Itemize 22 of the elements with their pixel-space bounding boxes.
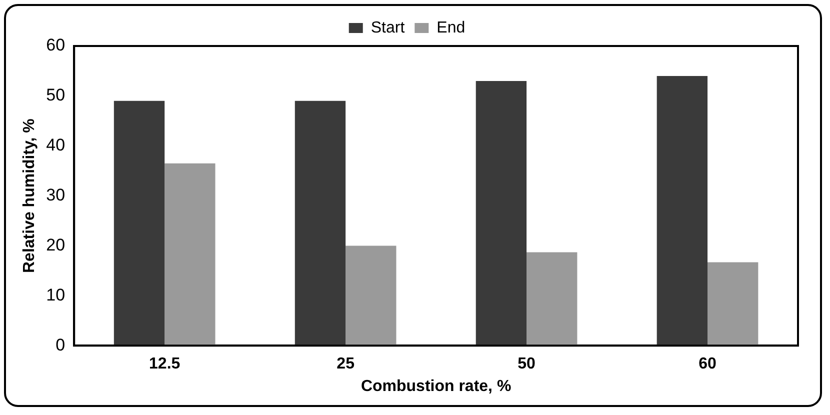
x-tick-label: 25: [336, 356, 355, 373]
bar: [476, 80, 527, 346]
y-tick-label: 20: [46, 235, 66, 254]
y-tick-label: 40: [46, 136, 66, 155]
y-tick-label: 10: [46, 285, 66, 304]
x-tick-label: 12.5: [149, 356, 180, 373]
x-tick-label: 50: [518, 356, 536, 373]
x-tick-label: 60: [698, 356, 717, 373]
bar: [708, 262, 758, 346]
y-tick-label: 60: [46, 36, 66, 55]
legend-label: End: [436, 19, 466, 36]
bar: [294, 100, 346, 346]
bar: [346, 246, 396, 346]
bar: [114, 100, 165, 346]
bar: [526, 252, 578, 346]
bar: [656, 76, 708, 346]
y-tick-label: 0: [56, 335, 66, 354]
legend-label: Start: [370, 19, 406, 36]
y-tick-label: 50: [46, 86, 66, 105]
bar: [164, 163, 216, 346]
y-axis-title: Relative humidity, %: [21, 118, 38, 274]
y-tick-label: 30: [46, 185, 66, 204]
